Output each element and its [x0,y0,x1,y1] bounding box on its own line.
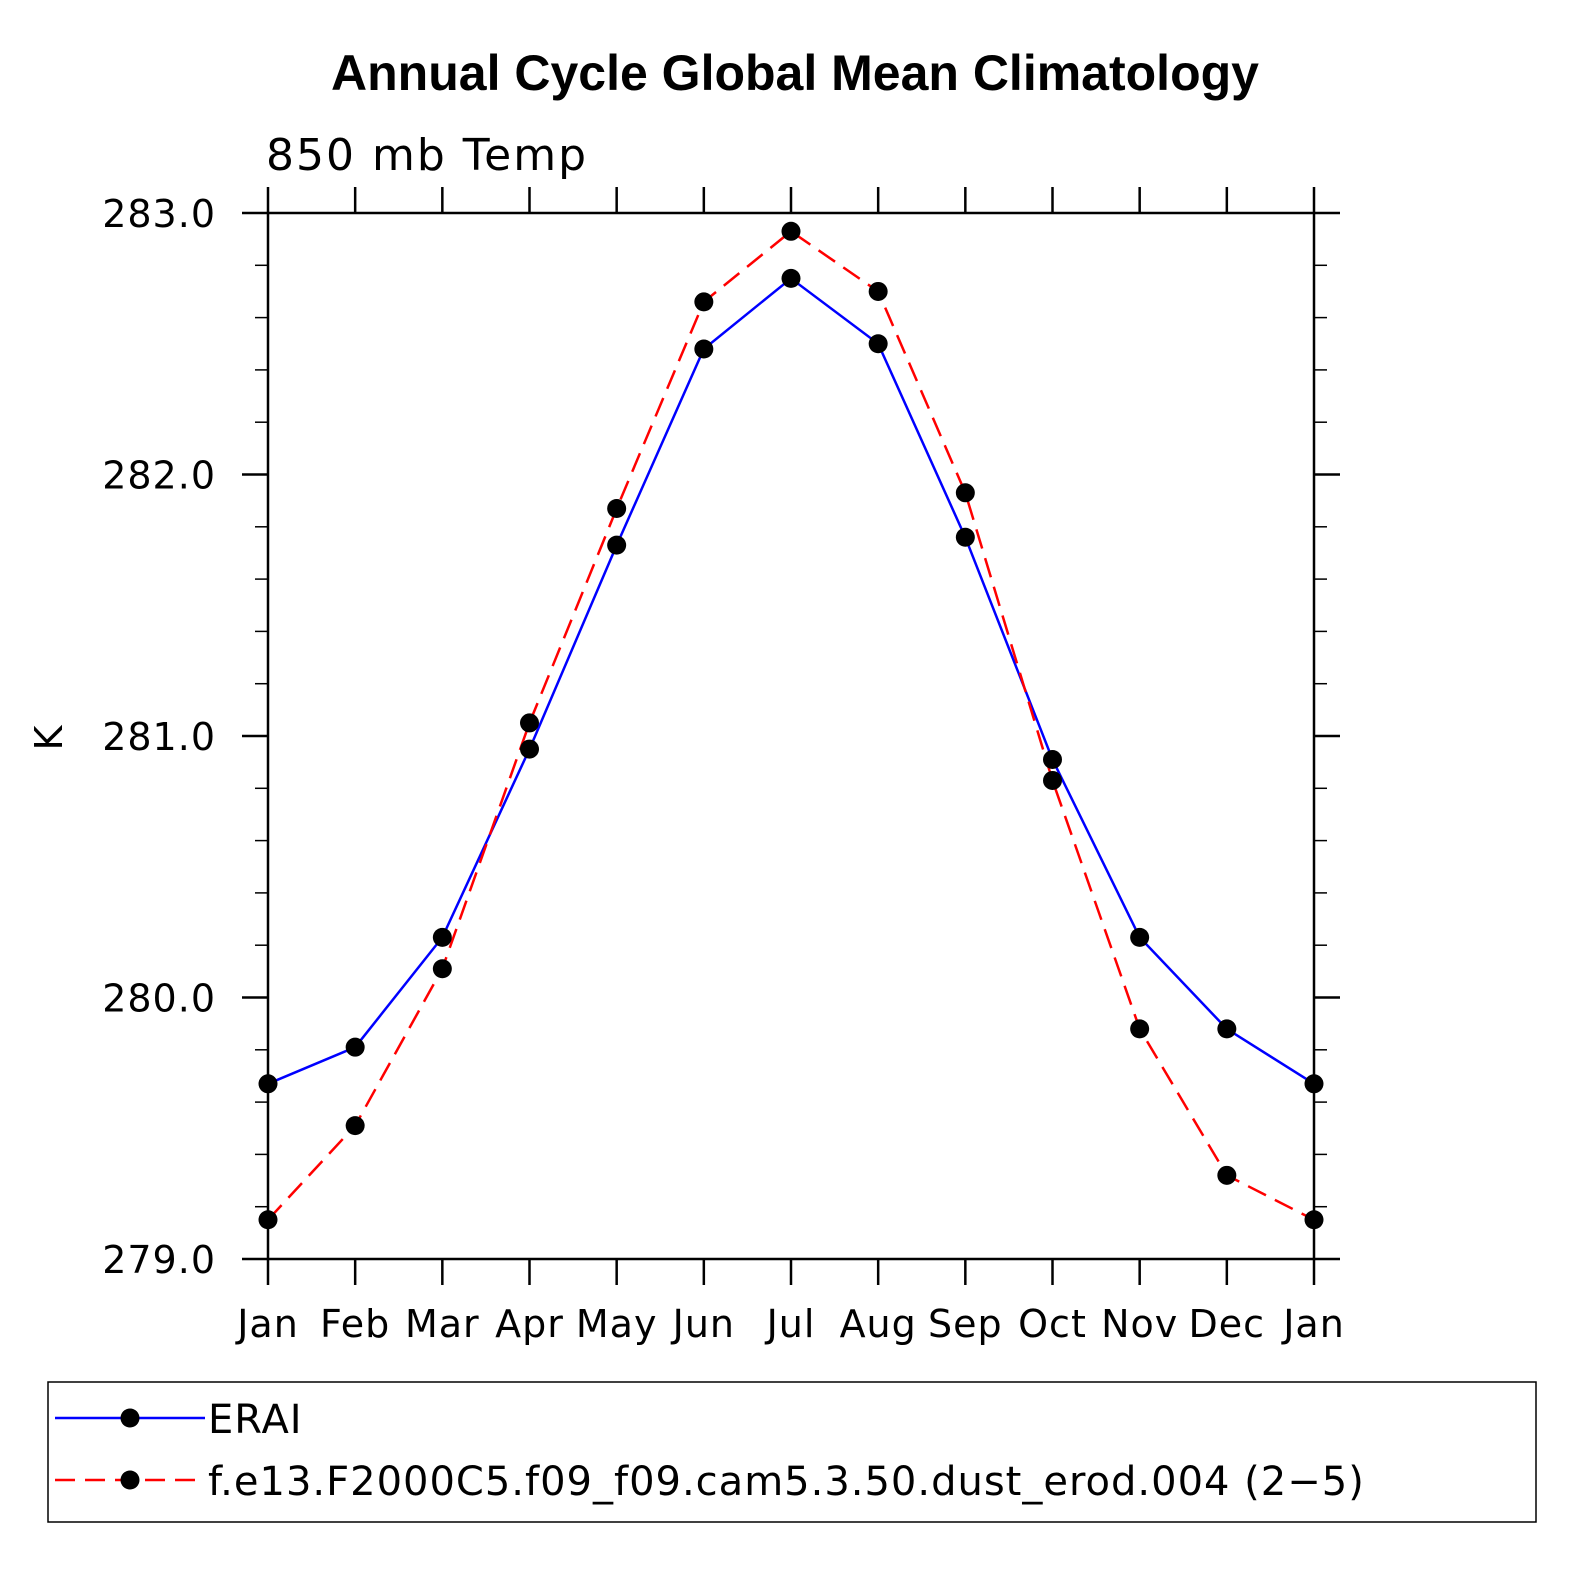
series-0-point [694,339,714,359]
series-1-point [432,959,452,979]
series-1-point [781,221,801,241]
legend-label-0: ERAI [208,1397,303,1443]
y-tick-label: 279.0 [102,1238,216,1282]
x-tick-label: Oct [1018,1302,1087,1346]
x-tick-label: Jan [1281,1302,1345,1346]
legend-label-1: f.e13.F2000C5.f09_f09.cam5.3.50.dust_ero… [208,1459,1365,1505]
x-tick-label: Mar [405,1302,480,1346]
series-0-point [1130,927,1150,947]
x-tick-label: Apr [495,1302,564,1346]
legend-marker-0 [120,1408,140,1428]
series-1-point [1043,770,1062,790]
series-0-point [868,334,888,354]
x-tick-label: Sep [928,1302,1003,1346]
series-1-point [1217,1165,1237,1185]
series-1-point [607,498,627,518]
series-0-point [607,535,627,555]
y-tick-label: 281.0 [102,715,216,759]
series-0-point [1217,1019,1237,1039]
x-tick-label: Jul [765,1302,816,1346]
x-tick-label: Dec [1189,1302,1266,1346]
series-1-point [955,483,975,503]
series-1-point [694,292,714,312]
x-tick-label: Jun [671,1302,735,1346]
chart-title: Annual Cycle Global Mean Climatology [331,45,1259,101]
series-0-point [432,927,452,947]
series-0-point [520,739,539,759]
x-tick-label: Jan [235,1302,299,1346]
x-tick-label: May [576,1302,658,1346]
x-tick-label: Nov [1101,1302,1178,1346]
series-points [258,221,1324,1230]
series-0-point [955,527,975,547]
y-tick-label: 280.0 [102,977,216,1021]
y-tick-label: 283.0 [102,192,216,236]
legend-box [47,1381,1537,1523]
plot-frame [266,211,1316,1261]
x-tick-labels: Jan Feb Mar Apr May Jun Jul Aug Sep Oct Nov Dec Jan [235,1302,1345,1346]
major-ticks [242,187,1340,1285]
series-0-point [781,268,801,288]
series-1-point [520,713,539,733]
chart-subtitle: 850 mb Temp [266,130,588,181]
y-tick-labels: 279.0 280.0 281.0 282.0 283.0 [102,192,216,1282]
series-line-0 [267,276,1315,1085]
series-line-1 [267,229,1315,1221]
x-tick-label: Feb [320,1302,390,1346]
legend-marker-1 [120,1470,140,1490]
x-tick-label: Aug [840,1302,917,1346]
series-lines [267,229,1315,1221]
series-0-point [345,1037,365,1057]
y-axis-label: K [27,724,71,750]
series-1-point [868,281,888,301]
series-1-point [1130,1019,1150,1039]
y-tick-label: 282.0 [102,454,216,498]
series-0-point [1043,750,1062,770]
minor-ticks [255,212,1327,1260]
legend: ERAI f.e13.F2000C5.f09_f09.cam5.3.50.dust… [47,1381,1537,1523]
series-1-point [345,1116,365,1136]
